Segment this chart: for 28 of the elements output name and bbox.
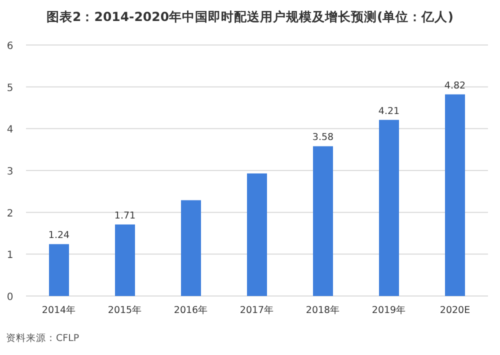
- data-label: 1.71: [114, 210, 136, 222]
- x-tick-label: 2014年: [42, 304, 76, 316]
- chart-title: 图表2：2014-2020年中国即时配送用户规模及增长预测(单位：亿人): [46, 9, 454, 24]
- y-tick-label: 2: [6, 208, 14, 220]
- x-tick-label: 2015年: [108, 304, 142, 316]
- y-tick-label: 1: [6, 250, 14, 262]
- y-tick-label: 0: [6, 292, 14, 303]
- y-tick-label: 5: [6, 82, 14, 94]
- x-tick-label: 2018年: [306, 304, 340, 316]
- data-label: 1.24: [48, 230, 70, 242]
- bar: [313, 146, 333, 296]
- bar: [247, 173, 267, 296]
- bar: [445, 94, 465, 296]
- x-tick-label: 2019年: [372, 304, 406, 316]
- x-tick-label: 2017年: [240, 304, 274, 316]
- bar: [49, 244, 69, 296]
- bar: [115, 224, 135, 296]
- y-tick-label: 4: [6, 124, 14, 136]
- y-tick-label: 6: [6, 41, 14, 52]
- data-label: 3.58: [312, 132, 334, 144]
- data-label: 4.21: [378, 106, 400, 117]
- bar: [181, 200, 201, 296]
- data-label: 4.82: [444, 80, 466, 92]
- bar: [379, 120, 399, 296]
- x-tick-label: 2016年: [174, 304, 208, 316]
- y-tick-label: 3: [6, 166, 14, 178]
- x-tick-label: 2020E: [440, 305, 470, 316]
- text: 资料来源：CFLP: [6, 332, 80, 344]
